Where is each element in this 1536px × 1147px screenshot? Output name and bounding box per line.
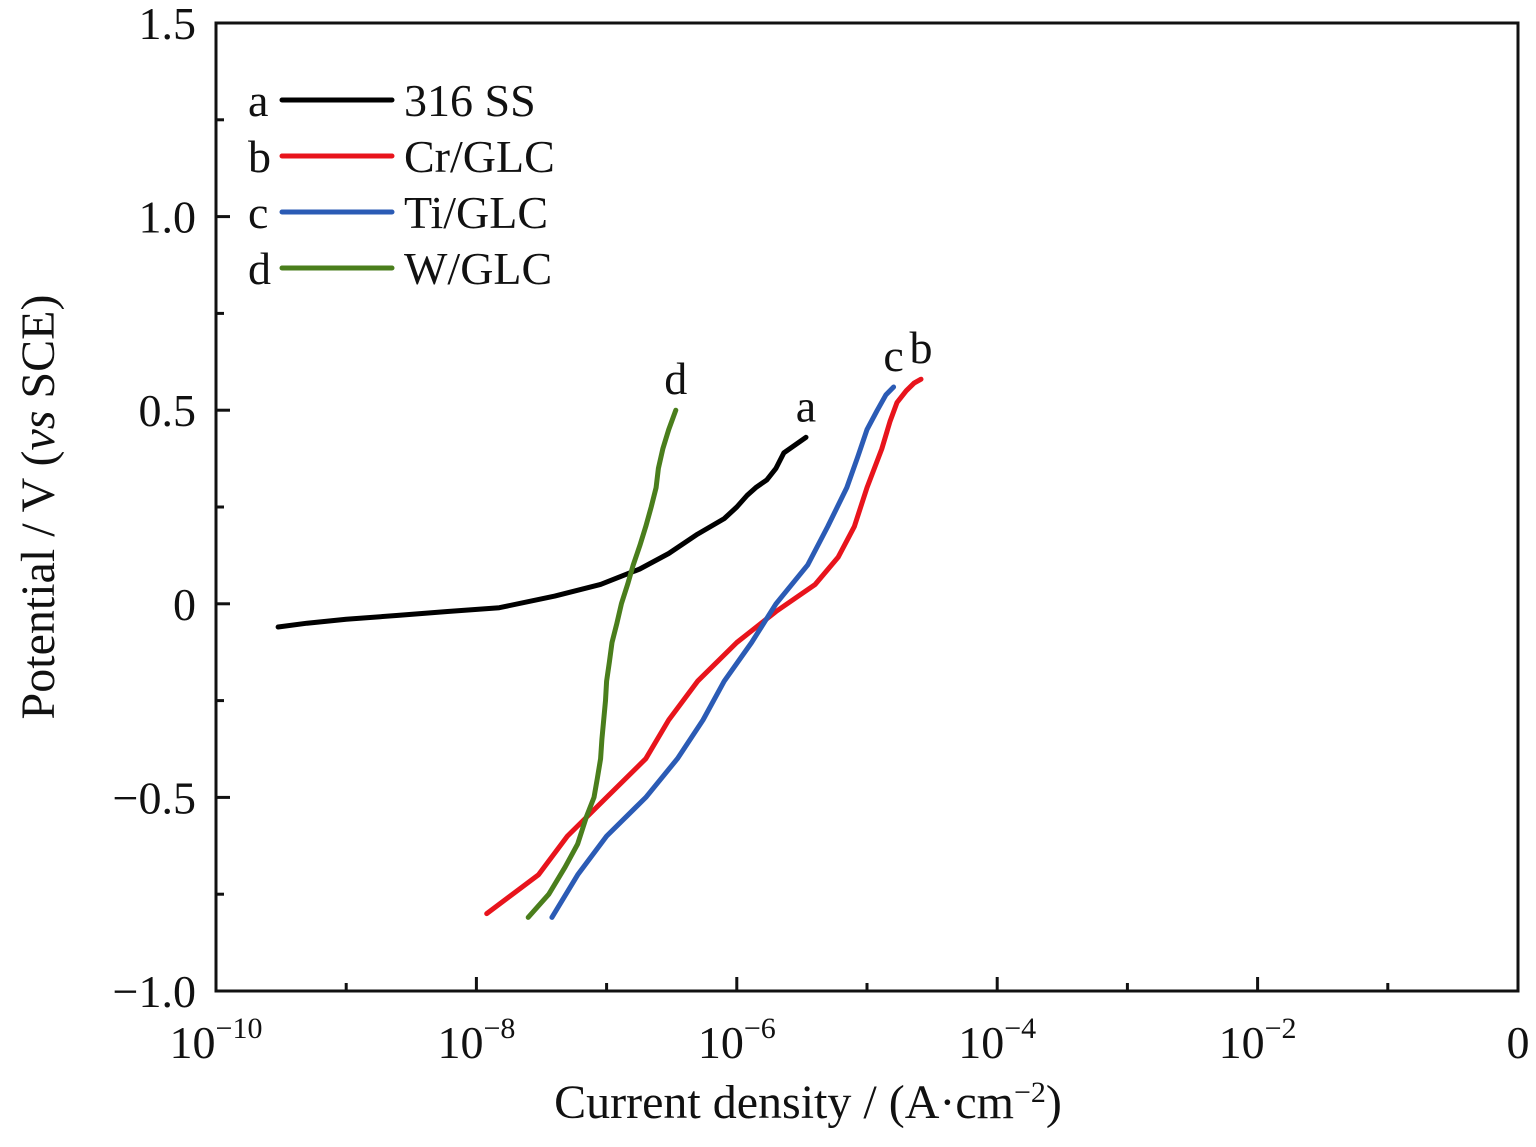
legend-id-a: a	[248, 75, 268, 126]
legend-id-c: c	[248, 187, 268, 238]
series-line-b	[484, 376, 924, 917]
y-axis-title: Potential / V (vs SCE)	[12, 295, 65, 720]
y-tick-label: −0.5	[113, 772, 196, 823]
series-end-label-c: c	[883, 330, 903, 381]
y-tick-label: −1.0	[113, 966, 196, 1017]
legend-id-b: b	[248, 131, 271, 182]
x-tick-label: 10−6	[698, 1012, 776, 1068]
series-line-a	[275, 434, 809, 630]
series-line-d	[525, 407, 679, 920]
series-end-label-a: a	[796, 380, 816, 431]
y-tick-label: 1.0	[139, 192, 197, 243]
y-axis-ticks: 1.5 1.0 0.5 0 −0.5 −1.0	[113, 0, 230, 1017]
y-tick-label: 0	[173, 579, 196, 630]
legend-label-a: 316 SS	[404, 75, 536, 126]
y-tick-label: 0.5	[139, 385, 197, 436]
x-tick-label: 10−2	[1219, 1012, 1297, 1068]
series-end-label-d: d	[664, 353, 687, 404]
series-line-c	[549, 384, 897, 920]
x-tick-label: 10−8	[437, 1012, 515, 1068]
legend-label-c: Ti/GLC	[404, 187, 548, 238]
y-tick-label: 1.5	[139, 0, 197, 49]
x-tick-label: 0	[1507, 1017, 1530, 1068]
x-tick-label: 10−10	[170, 1012, 263, 1068]
legend: a 316 SS b Cr/GLC c Ti/GLC d W/GLC	[248, 75, 555, 294]
series-end-label-b: b	[910, 322, 933, 373]
x-tick-label: 10−4	[958, 1012, 1036, 1068]
series-end-labels: a bc d	[664, 322, 932, 431]
x-axis-ticks: 10−10 10−8 10−6 10−4 10−2 0	[170, 977, 1530, 1068]
legend-label-d: W/GLC	[404, 243, 552, 294]
legend-label-b: Cr/GLC	[404, 131, 555, 182]
legend-id-d: d	[248, 243, 271, 294]
series-layer	[275, 376, 924, 920]
x-axis-title: Current density / (A·cm−2)	[554, 1076, 1062, 1129]
